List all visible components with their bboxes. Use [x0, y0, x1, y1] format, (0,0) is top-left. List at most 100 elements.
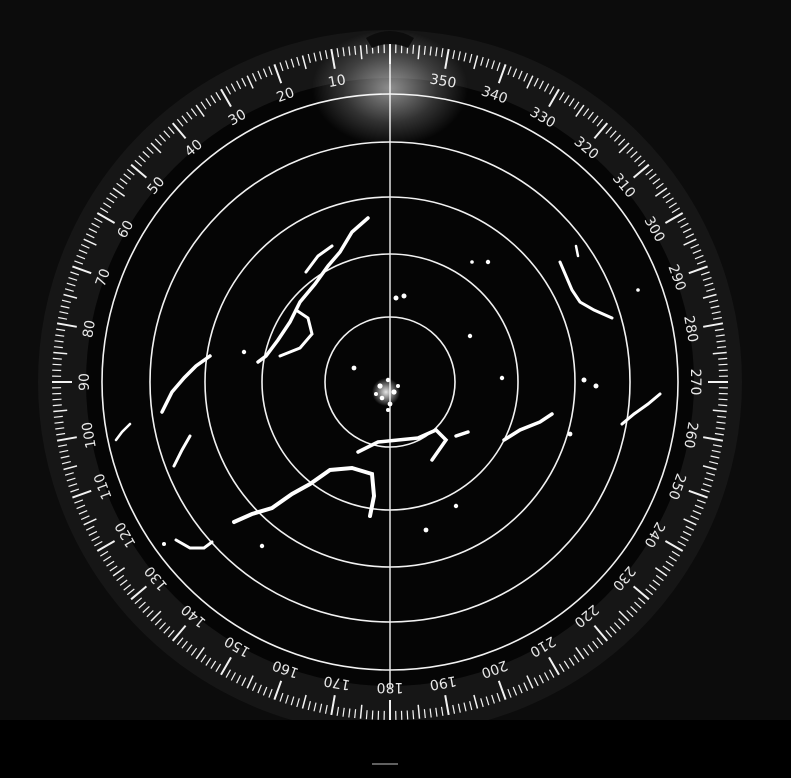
bearing-tick: [365, 710, 368, 720]
bearing-tick: [680, 535, 689, 542]
bearing-tick: [592, 640, 599, 649]
bearing-tick: [665, 560, 674, 567]
bearing-tick: [230, 672, 237, 681]
bearing-tick: [587, 644, 594, 653]
bearing-tick: [200, 654, 207, 663]
glare-highlight: [312, 30, 468, 146]
coastline-return-nw: [256, 216, 370, 364]
bearing-tick: [119, 178, 128, 185]
bearing-tick: [241, 677, 247, 687]
bearing-tick: [613, 622, 621, 630]
bearing-tick: [575, 646, 585, 660]
bearing-tick: [307, 53, 311, 63]
bearing-tick: [417, 704, 421, 719]
coastline-return-nw-2: [278, 244, 334, 358]
bearing-tick: [76, 504, 86, 510]
bearing-tick: [58, 316, 68, 320]
bearing-tick: [518, 684, 523, 694]
bearing-tick: [257, 70, 262, 80]
bearing-tick: [709, 461, 719, 465]
bearing-tick: [452, 704, 456, 714]
bearing-tick: [677, 217, 686, 224]
bearing-tick: [702, 293, 717, 299]
bearing-tick: [696, 260, 706, 265]
bearing-tick: [54, 340, 64, 343]
bearing-tick: [700, 488, 710, 493]
bearing-tick: [85, 233, 95, 239]
bearing-tick: [634, 155, 642, 163]
bearing-tick: [80, 515, 90, 521]
bearing-tick: [54, 421, 64, 424]
bearing-tick: [485, 58, 490, 68]
bearing-tick: [257, 684, 262, 694]
bearing-tick: [154, 138, 162, 146]
bearing-tick: [66, 282, 76, 287]
bearing-tick: [59, 311, 69, 315]
bearing-tick: [53, 351, 68, 355]
bearing-tick: [52, 357, 62, 360]
bearing-tick: [696, 499, 706, 504]
bearing-tick: [710, 455, 720, 459]
bearing-tick: [491, 694, 495, 704]
bearing-tick: [190, 647, 198, 656]
bearing-tick: [70, 488, 80, 493]
coastline-return-w-2: [172, 434, 192, 468]
bearing-tick: [596, 118, 604, 127]
bearing-tick: [134, 597, 143, 605]
bottom-strip: [0, 720, 791, 778]
bearing-tick: [268, 688, 273, 698]
bearing-tick: [512, 68, 518, 78]
bearing-tick: [712, 316, 722, 320]
bearing-tick: [52, 404, 62, 407]
bearing-tick: [72, 489, 92, 499]
bearing-tick: [712, 444, 722, 448]
bearing-tick: [711, 449, 721, 453]
bearing-tick: [634, 601, 642, 609]
bearing-label: 80: [80, 319, 99, 339]
bearing-tick: [702, 483, 712, 487]
bearing-tick: [138, 601, 146, 609]
bearing-tick: [626, 146, 634, 154]
bearing-label: 90: [77, 373, 93, 391]
bearing-tick: [76, 254, 86, 260]
bearing-tick: [704, 477, 714, 482]
bearing-tick: [668, 202, 677, 209]
bearing-tick: [457, 51, 461, 61]
bearing-tick: [64, 288, 74, 292]
bearing-tick: [159, 134, 167, 142]
bearing-tick: [279, 692, 284, 702]
bearing-tick: [518, 70, 523, 80]
bearing-tick: [116, 574, 125, 582]
bearing-tick: [64, 472, 74, 476]
bearing-tick: [181, 640, 188, 649]
bearing-tick: [683, 518, 697, 526]
bearing-tick: [548, 88, 560, 108]
bearing-tick: [200, 101, 207, 110]
bearing-tick: [251, 682, 257, 692]
bearing-tick: [469, 701, 473, 711]
bearing-tick: [655, 182, 664, 190]
bearing-tick: [664, 212, 684, 224]
bearing-tick: [61, 299, 71, 303]
bearing-tick: [241, 77, 247, 87]
bearing-tick: [507, 66, 512, 76]
bearing-label: 280: [680, 314, 700, 343]
bearing-tick: [130, 585, 148, 601]
bearing-tick: [568, 98, 575, 107]
bearing-tick: [359, 704, 363, 719]
bearing-tick: [677, 540, 686, 547]
bearing-tick: [205, 98, 212, 107]
bearing-tick: [563, 660, 570, 669]
bearing-tick: [109, 192, 118, 199]
bearing-tick: [176, 637, 184, 646]
bearing-tick: [52, 398, 62, 401]
bearing-tick: [587, 111, 594, 120]
bearing-tick: [568, 657, 575, 666]
bearing-tick: [688, 265, 708, 275]
bearing-tick: [159, 622, 167, 630]
bearing-tick: [336, 706, 340, 716]
bearing-label: 170: [322, 672, 351, 692]
bearing-tick: [702, 277, 712, 281]
bearing-tick: [582, 647, 590, 656]
